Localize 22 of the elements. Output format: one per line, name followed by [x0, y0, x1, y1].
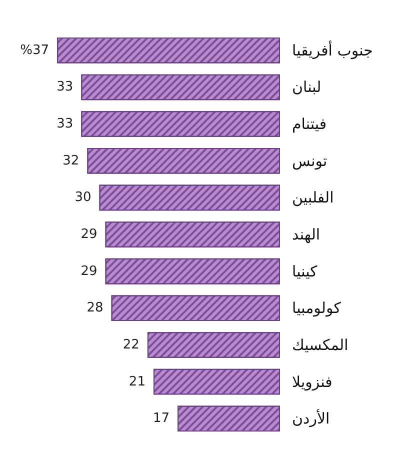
y-tick-label: كينيا: [292, 262, 318, 280]
data-label: 21: [128, 374, 146, 390]
y-tick-label: الأردن: [292, 408, 330, 428]
data-label: 29: [80, 264, 98, 279]
y-tick-label: كولومبيا: [292, 299, 342, 318]
y-tick-label: فنزويلا: [292, 372, 332, 391]
data-label: 33: [56, 116, 74, 132]
y-tick-label: الفلبين: [292, 188, 334, 207]
y-tick-label: جنوب أفريقيا: [292, 40, 373, 60]
y-tick-label: لبنان: [292, 78, 322, 96]
data-label: %37: [20, 42, 50, 58]
y-tick-label: فيتنام: [292, 115, 327, 134]
y-tick-label: تونس: [292, 152, 328, 170]
data-label: 17: [153, 411, 170, 426]
data-label: 29: [80, 227, 98, 242]
data-label: 30: [74, 190, 92, 206]
y-tick-label: الهند: [292, 226, 320, 244]
y-tick-label: المكسيك: [292, 336, 348, 354]
data-label: 32: [62, 153, 80, 168]
data-label: 33: [56, 80, 74, 95]
data-label: 28: [86, 300, 104, 316]
data-label: 22: [122, 337, 140, 352]
